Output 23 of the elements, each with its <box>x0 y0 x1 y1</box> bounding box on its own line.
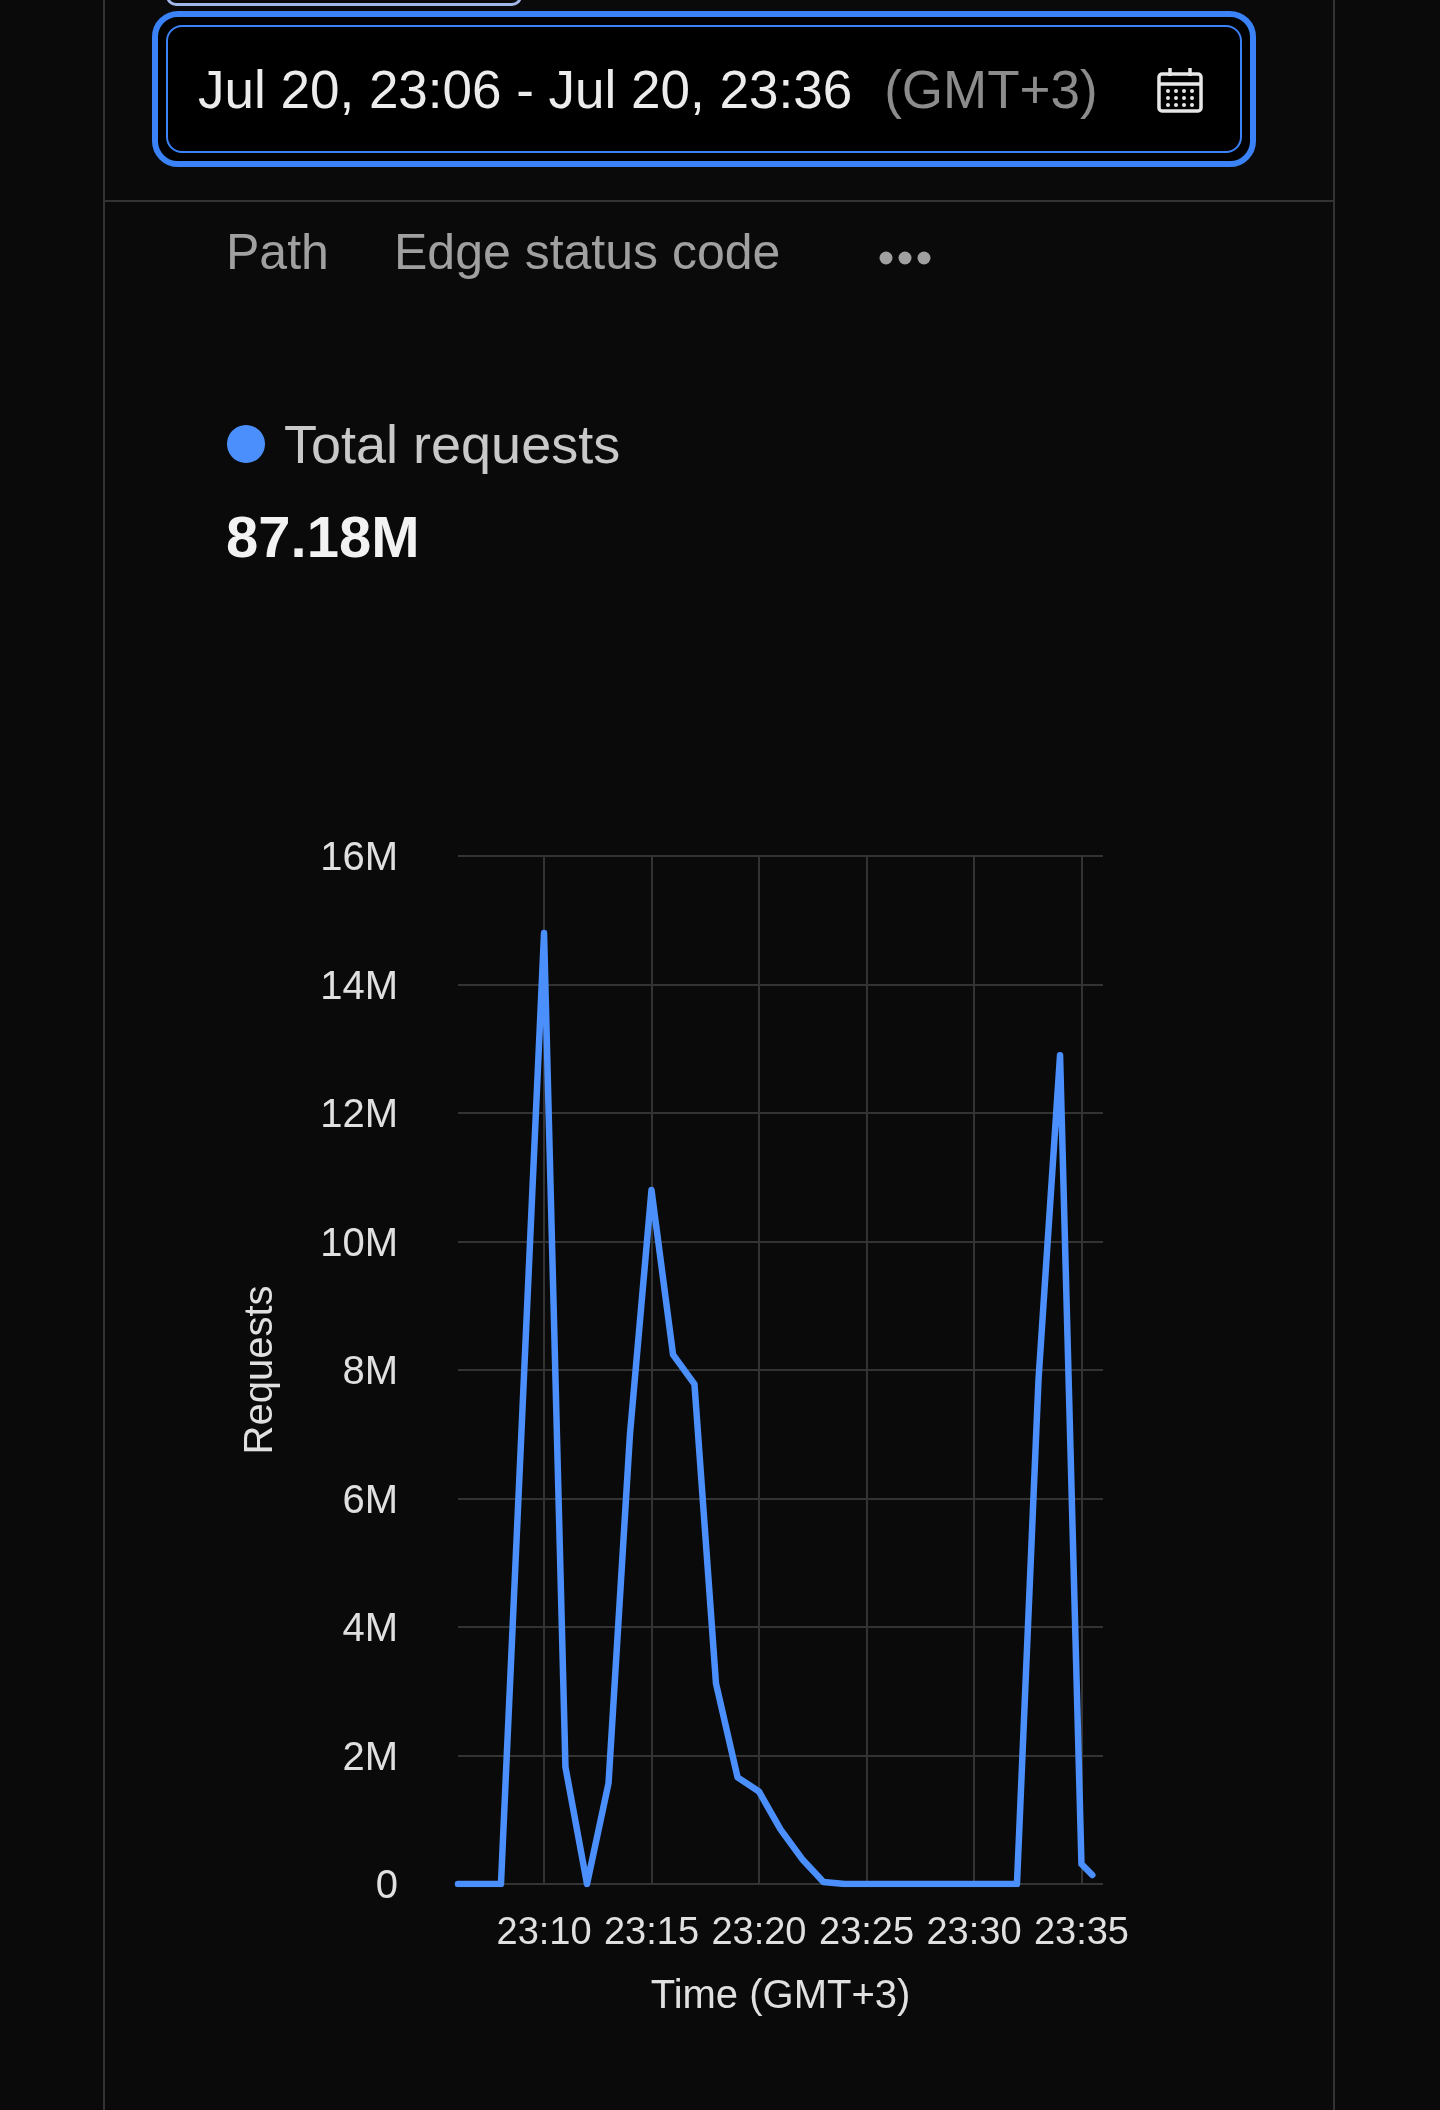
y-tick-label: 0 <box>375 1862 398 1906</box>
y-tick-label: 8M <box>342 1348 398 1392</box>
x-tick-label: 23:35 <box>1033 1910 1129 1952</box>
text: Path <box>226 223 329 282</box>
y-axis-title: Requests <box>236 1285 280 1455</box>
x-tick-label: 23:25 <box>819 1910 915 1952</box>
x-tick-label: 23:15 <box>603 1910 700 1952</box>
text: 87.18M <box>226 504 420 570</box>
y-tick-label: 12M <box>320 1091 398 1135</box>
y-tick-label: 16M <box>320 834 398 878</box>
y-tick-label: 4M <box>342 1605 398 1649</box>
x-tick-label: 23:20 <box>711 1910 807 1952</box>
legend-label: Total requests <box>284 414 621 474</box>
x-tick-label: 23:10 <box>496 1910 592 1952</box>
text: Jul 20, 23:06 - Jul 20, 23:36 <box>198 60 853 120</box>
text: Edge status code <box>394 223 781 282</box>
y-tick-label: 10M <box>320 1219 398 1264</box>
x-tick-label: 23:30 <box>926 1910 1022 1952</box>
y-tick-label: 2M <box>342 1733 398 1778</box>
y-tick-label: 14M <box>320 962 398 1007</box>
x-axis-title: Time (GMT+3) <box>650 1972 911 2016</box>
text: (GMT+3) <box>884 60 1098 120</box>
y-tick-label: 6M <box>342 1476 398 1521</box>
